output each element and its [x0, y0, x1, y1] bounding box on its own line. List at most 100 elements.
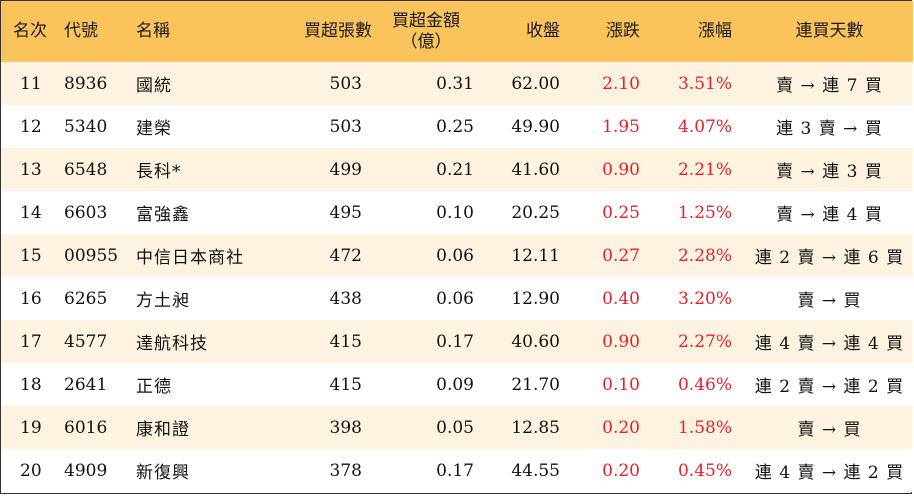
cell-streak: 賣 → 連 4 買 — [776, 205, 883, 225]
cell-code: 6016 — [64, 417, 108, 438]
cell-change: 0.25 — [602, 202, 640, 223]
header-amount-line1: 買超金額 — [392, 10, 460, 31]
cell-pct: 3.20% — [677, 288, 732, 309]
cell-change: 0.90 — [602, 159, 640, 180]
cell-streak: 賣 → 買 — [797, 420, 862, 440]
cell-rank: 16 — [20, 288, 42, 309]
cell-streak: 連 4 賣 → 連 2 買 — [754, 463, 905, 483]
cell-rank: 20 — [20, 460, 42, 481]
cell-streak: 賣 → 買 — [797, 291, 862, 311]
cell-pct: 0.45% — [677, 460, 732, 481]
cell-name: 達航科技 — [136, 334, 208, 354]
cell-rank: 17 — [20, 331, 42, 352]
header-amount[interactable]: 買超金額 （億） — [376, 1, 476, 62]
header-pct[interactable]: 漲幅 — [698, 21, 732, 41]
cell-streak: 連 4 賣 → 連 4 買 — [754, 334, 905, 354]
cell-rank: 18 — [20, 374, 42, 395]
cell-amount: 0.06 — [436, 245, 474, 266]
cell-volume: 415 — [329, 331, 362, 352]
cell-amount: 0.31 — [436, 73, 474, 94]
cell-rank: 14 — [20, 202, 42, 223]
cell-change: 2.10 — [602, 73, 640, 94]
cell-volume: 503 — [329, 73, 362, 94]
cell-code: 4909 — [64, 460, 108, 481]
cell-pct: 1.58% — [677, 417, 732, 438]
cell-volume: 378 — [329, 460, 362, 481]
table-row[interactable]: 16 6265 方土昶 438 0.06 12.90 0.40 3.20% 賣 → 買 — [1, 277, 913, 320]
cell-code: 5340 — [64, 116, 108, 137]
cell-name: 建榮 — [136, 119, 172, 139]
cell-code: 6265 — [64, 288, 108, 309]
cell-close: 44.55 — [511, 460, 560, 481]
table-row[interactable]: 13 6548 長科* 499 0.21 41.60 0.90 2.21% 賣 → 連 3 買 — [1, 148, 913, 191]
cell-change: 0.40 — [602, 288, 640, 309]
cell-amount: 0.10 — [436, 202, 474, 223]
cell-pct: 2.21% — [677, 159, 732, 180]
cell-streak: 賣 → 連 7 買 — [776, 76, 883, 96]
header-row: 名次 代號 名稱 買超張數 買超金額 （億） 收盤 漲跌 漲幅 連買天數 — [1, 1, 913, 62]
cell-rank: 19 — [20, 417, 42, 438]
table-row[interactable]: 11 8936 國統 503 0.31 62.00 2.10 3.51% 賣 → 連 7 買 — [1, 62, 913, 105]
table-row[interactable]: 12 5340 建榮 503 0.25 49.90 1.95 4.07% 連 3 賣 → 買 — [1, 105, 913, 148]
cell-rank: 12 — [20, 116, 42, 137]
cell-name: 國統 — [136, 76, 172, 96]
cell-volume: 415 — [329, 374, 362, 395]
header-amount-line2: （億） — [400, 31, 452, 52]
cell-change: 0.10 — [602, 374, 640, 395]
header-rank[interactable]: 名次 — [13, 21, 47, 41]
cell-rank: 15 — [20, 245, 42, 266]
header-code[interactable]: 代號 — [64, 21, 98, 41]
cell-close: 40.60 — [511, 331, 560, 352]
cell-pct: 2.27% — [677, 331, 732, 352]
cell-amount: 0.25 — [436, 116, 474, 137]
cell-name: 正德 — [136, 377, 172, 397]
cell-close: 20.25 — [511, 202, 560, 223]
cell-rank: 13 — [20, 159, 42, 180]
cell-change: 0.27 — [602, 245, 640, 266]
cell-name: 長科* — [136, 162, 182, 182]
cell-name: 康和證 — [136, 420, 190, 440]
cell-volume: 499 — [329, 159, 362, 180]
table-row[interactable]: 20 4909 新復興 378 0.17 44.55 0.20 0.45% 連 4 賣 → 連 … — [1, 449, 913, 492]
cell-volume: 503 — [329, 116, 362, 137]
cell-pct: 3.51% — [677, 73, 732, 94]
cell-volume: 438 — [329, 288, 362, 309]
cell-name: 富強鑫 — [136, 205, 190, 225]
cell-close: 62.00 — [511, 73, 560, 94]
cell-amount: 0.17 — [436, 460, 474, 481]
table-row[interactable]: 15 00955 中信日本商社 472 0.06 12.11 0.27 2.28% 連 2 賣 … — [1, 234, 913, 277]
cell-change: 1.95 — [602, 116, 640, 137]
cell-name: 方土昶 — [136, 291, 190, 311]
cell-code: 4577 — [64, 331, 108, 352]
cell-amount: 0.21 — [436, 159, 474, 180]
cell-close: 41.60 — [511, 159, 560, 180]
header-close[interactable]: 收盤 — [526, 21, 560, 41]
cell-volume: 472 — [329, 245, 362, 266]
header-change[interactable]: 漲跌 — [606, 21, 640, 41]
table-row[interactable]: 17 4577 達航科技 415 0.17 40.60 0.90 2.27% 連 4 賣 → 連… — [1, 320, 913, 363]
table-row[interactable]: 18 2641 正德 415 0.09 21.70 0.10 0.46% 連 2 賣 → 連 2… — [1, 363, 913, 406]
cell-name: 新復興 — [136, 463, 190, 483]
cell-amount: 0.09 — [436, 374, 474, 395]
cell-code: 8936 — [64, 73, 108, 94]
cell-amount: 0.06 — [436, 288, 474, 309]
cell-streak: 連 2 賣 → 連 2 買 — [754, 377, 905, 397]
table-row[interactable]: 14 6603 富強鑫 495 0.10 20.25 0.25 1.25% 賣 → 連 4 買 — [1, 191, 913, 234]
cell-streak: 連 3 賣 → 買 — [776, 119, 883, 139]
cell-pct: 4.07% — [677, 116, 732, 137]
cell-change: 0.90 — [602, 331, 640, 352]
cell-amount: 0.17 — [436, 331, 474, 352]
header-name[interactable]: 名稱 — [136, 21, 170, 41]
cell-streak: 賣 → 連 3 買 — [776, 162, 883, 182]
cell-close: 12.85 — [511, 417, 560, 438]
cell-pct: 0.46% — [677, 374, 732, 395]
cell-amount: 0.05 — [436, 417, 474, 438]
table-row[interactable]: 19 6016 康和證 398 0.05 12.85 0.20 1.58% 賣 → 買 — [1, 406, 913, 449]
cell-change: 0.20 — [602, 460, 640, 481]
header-streak[interactable]: 連買天數 — [795, 21, 864, 41]
cell-rank: 11 — [20, 73, 42, 94]
cell-change: 0.20 — [602, 417, 640, 438]
header-volume[interactable]: 買超張數 — [304, 21, 372, 41]
